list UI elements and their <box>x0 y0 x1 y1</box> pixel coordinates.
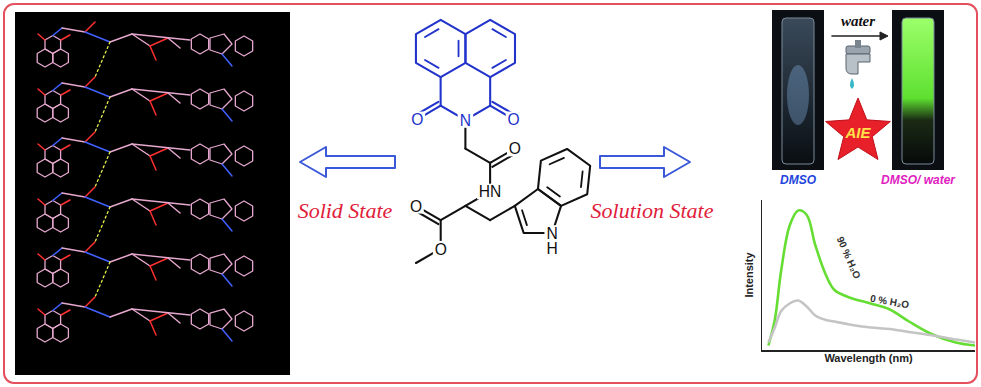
svg-text:O: O <box>507 111 519 128</box>
svg-text:Solid State: Solid State <box>298 198 393 223</box>
svg-text:N: N <box>460 112 471 129</box>
svg-text:0 % H₂O: 0 % H₂O <box>869 293 910 311</box>
svg-text:90 % H₂O: 90 % H₂O <box>835 235 863 281</box>
svg-text:O: O <box>509 140 521 157</box>
svg-text:HN: HN <box>479 183 502 200</box>
svg-text:Wavelength (nm): Wavelength (nm) <box>824 352 913 364</box>
svg-text:DMSO: DMSO <box>780 173 817 187</box>
svg-text:AIE: AIE <box>844 124 871 141</box>
svg-text:Solution State: Solution State <box>591 198 714 223</box>
svg-text:N: N <box>547 225 558 242</box>
svg-text:O: O <box>411 111 423 128</box>
svg-text:H: H <box>547 240 558 257</box>
svg-text:Intensity: Intensity <box>743 252 755 298</box>
svg-text:O: O <box>435 241 447 258</box>
svg-text:O: O <box>410 198 422 215</box>
svg-text:water: water <box>841 13 875 29</box>
svg-text:DMSO/ water: DMSO/ water <box>881 173 956 187</box>
